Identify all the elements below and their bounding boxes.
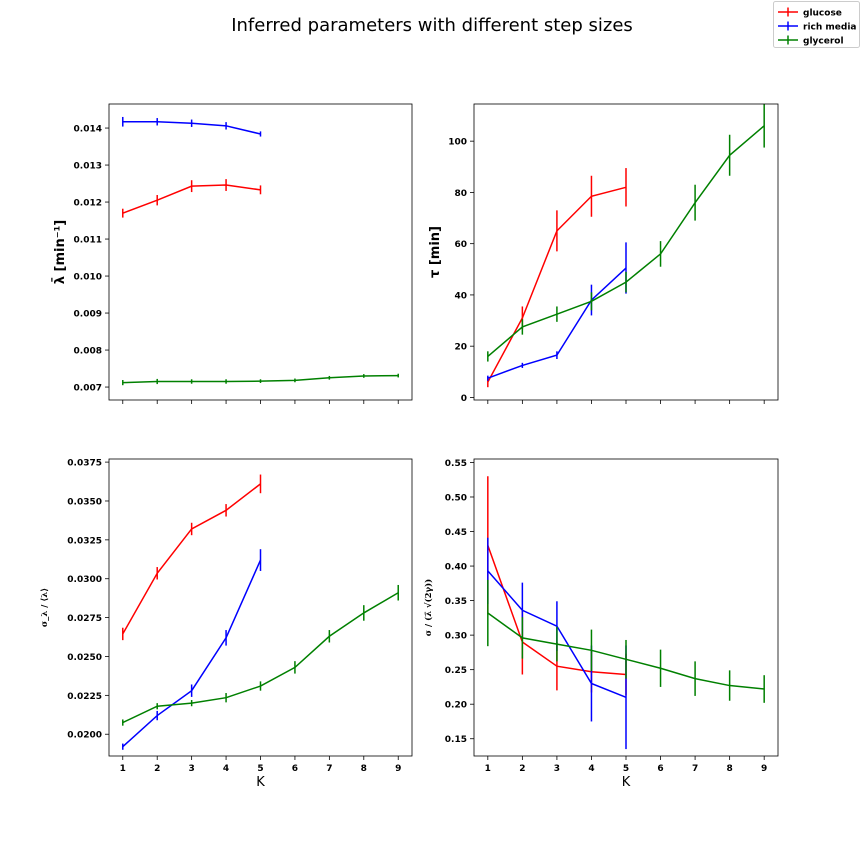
y-tick-label: 0.010 bbox=[74, 273, 102, 283]
y-tick-label: 0.0350 bbox=[67, 497, 102, 507]
y-tick-label: 0.25 bbox=[445, 666, 467, 676]
legend-label: glucose bbox=[803, 9, 842, 19]
x-tick-label: 8 bbox=[361, 764, 367, 774]
panel-tau: 0 20 40 60 80 100 τ [min] bbox=[428, 103, 779, 404]
y-tick-label: 80 bbox=[454, 189, 467, 199]
axes-frame bbox=[108, 458, 413, 757]
x-tick-label: 9 bbox=[395, 764, 401, 774]
y-tick-label: 60 bbox=[454, 240, 467, 250]
y-tick-label: 0.008 bbox=[74, 347, 102, 357]
series-line-rich-media bbox=[122, 559, 262, 748]
y-tick-label: 0.0300 bbox=[67, 575, 102, 585]
x-tick-label: 7 bbox=[692, 764, 698, 774]
figure-title: Inferred parameters with different step … bbox=[231, 15, 633, 36]
y-tick-label: 0.012 bbox=[74, 199, 102, 209]
x-tick-label: 7 bbox=[326, 764, 332, 774]
y-tick-label: 0 bbox=[461, 394, 467, 404]
y-tick-label: 0.50 bbox=[445, 493, 467, 503]
x-tick-label: 1 bbox=[485, 764, 491, 774]
y-tick-label: 20 bbox=[454, 343, 467, 353]
y-tick-label: 0.15 bbox=[445, 735, 467, 745]
y-axis-label: σ_λ / ⟨λ⟩ bbox=[40, 588, 50, 627]
x-tick-label: 9 bbox=[761, 764, 767, 774]
legend-label: glycerol bbox=[803, 37, 844, 47]
y-tick-label: 0.35 bbox=[445, 597, 467, 607]
y-tick-label: 40 bbox=[454, 291, 467, 301]
y-tick-label: 0.0275 bbox=[67, 614, 102, 624]
legend: glucose rich media glycerol bbox=[773, 1, 860, 48]
panel-cv-growth-rate: 1 2 3 4 5 6 7 8 9 0.0200 0.0225 0.0250 0.0275 0.0300 0… bbox=[40, 458, 413, 790]
x-tick-label: 1 bbox=[120, 764, 126, 774]
x-tick-label: 2 bbox=[154, 764, 160, 774]
x-tick-label: 6 bbox=[292, 764, 298, 774]
y-tick-label: 0.009 bbox=[74, 310, 102, 320]
y-tick-label: 0.30 bbox=[445, 632, 467, 642]
y-axis-label: τ [min] bbox=[428, 226, 443, 278]
y-tick-label: 0.0250 bbox=[67, 653, 102, 663]
x-tick-label: 8 bbox=[727, 764, 733, 774]
y-tick-label: 0.013 bbox=[74, 162, 102, 172]
y-tick-label: 0.014 bbox=[74, 125, 102, 135]
series-line-glycerol bbox=[122, 592, 399, 724]
x-tick-label: 6 bbox=[657, 764, 663, 774]
series-line-glycerol bbox=[487, 125, 765, 358]
y-axis-label: σ / (λ̄ √(2γ)) bbox=[423, 579, 434, 636]
y-tick-label: 0.20 bbox=[445, 701, 467, 711]
panel-growth-rate: 0.007 0.008 0.009 0.010 0.011 0.012 0.013 0.014… bbox=[52, 103, 413, 404]
y-tick-label: 0.55 bbox=[445, 459, 467, 469]
x-tick-label: 5 bbox=[257, 764, 263, 774]
x-axis-label: K bbox=[622, 775, 631, 790]
x-tick-label: 3 bbox=[554, 764, 560, 774]
y-tick-label: 0.45 bbox=[445, 528, 467, 538]
x-tick-label: 4 bbox=[588, 764, 594, 774]
x-tick-label: 3 bbox=[189, 764, 195, 774]
x-tick-label: 5 bbox=[623, 764, 629, 774]
legend-frame bbox=[773, 1, 860, 48]
y-tick-label: 0.0325 bbox=[67, 536, 102, 546]
axes-frame bbox=[108, 103, 413, 401]
panel-normalized-sigma: 1 2 3 4 5 6 7 8 9 0.15 0.20 0.25 0.30 0.35 0.40 0.45 0.5… bbox=[423, 458, 779, 790]
x-tick-label: 2 bbox=[519, 764, 525, 774]
y-tick-label: 0.0200 bbox=[67, 731, 102, 741]
series-line-rich-media bbox=[487, 267, 627, 379]
y-tick-label: 0.0225 bbox=[67, 692, 102, 702]
y-tick-label: 0.011 bbox=[74, 236, 102, 246]
x-tick-label: 4 bbox=[223, 764, 229, 774]
series-line-glucose bbox=[122, 483, 261, 635]
legend-label: rich media bbox=[803, 23, 856, 33]
y-tick-label: 0.007 bbox=[74, 384, 102, 394]
y-tick-label: 0.40 bbox=[445, 563, 467, 573]
x-axis-label: K bbox=[256, 775, 265, 790]
y-tick-label: 0.0375 bbox=[67, 459, 102, 469]
y-tick-label: 100 bbox=[448, 138, 467, 148]
y-axis-label: λ̄ [min⁻¹] bbox=[52, 220, 68, 284]
